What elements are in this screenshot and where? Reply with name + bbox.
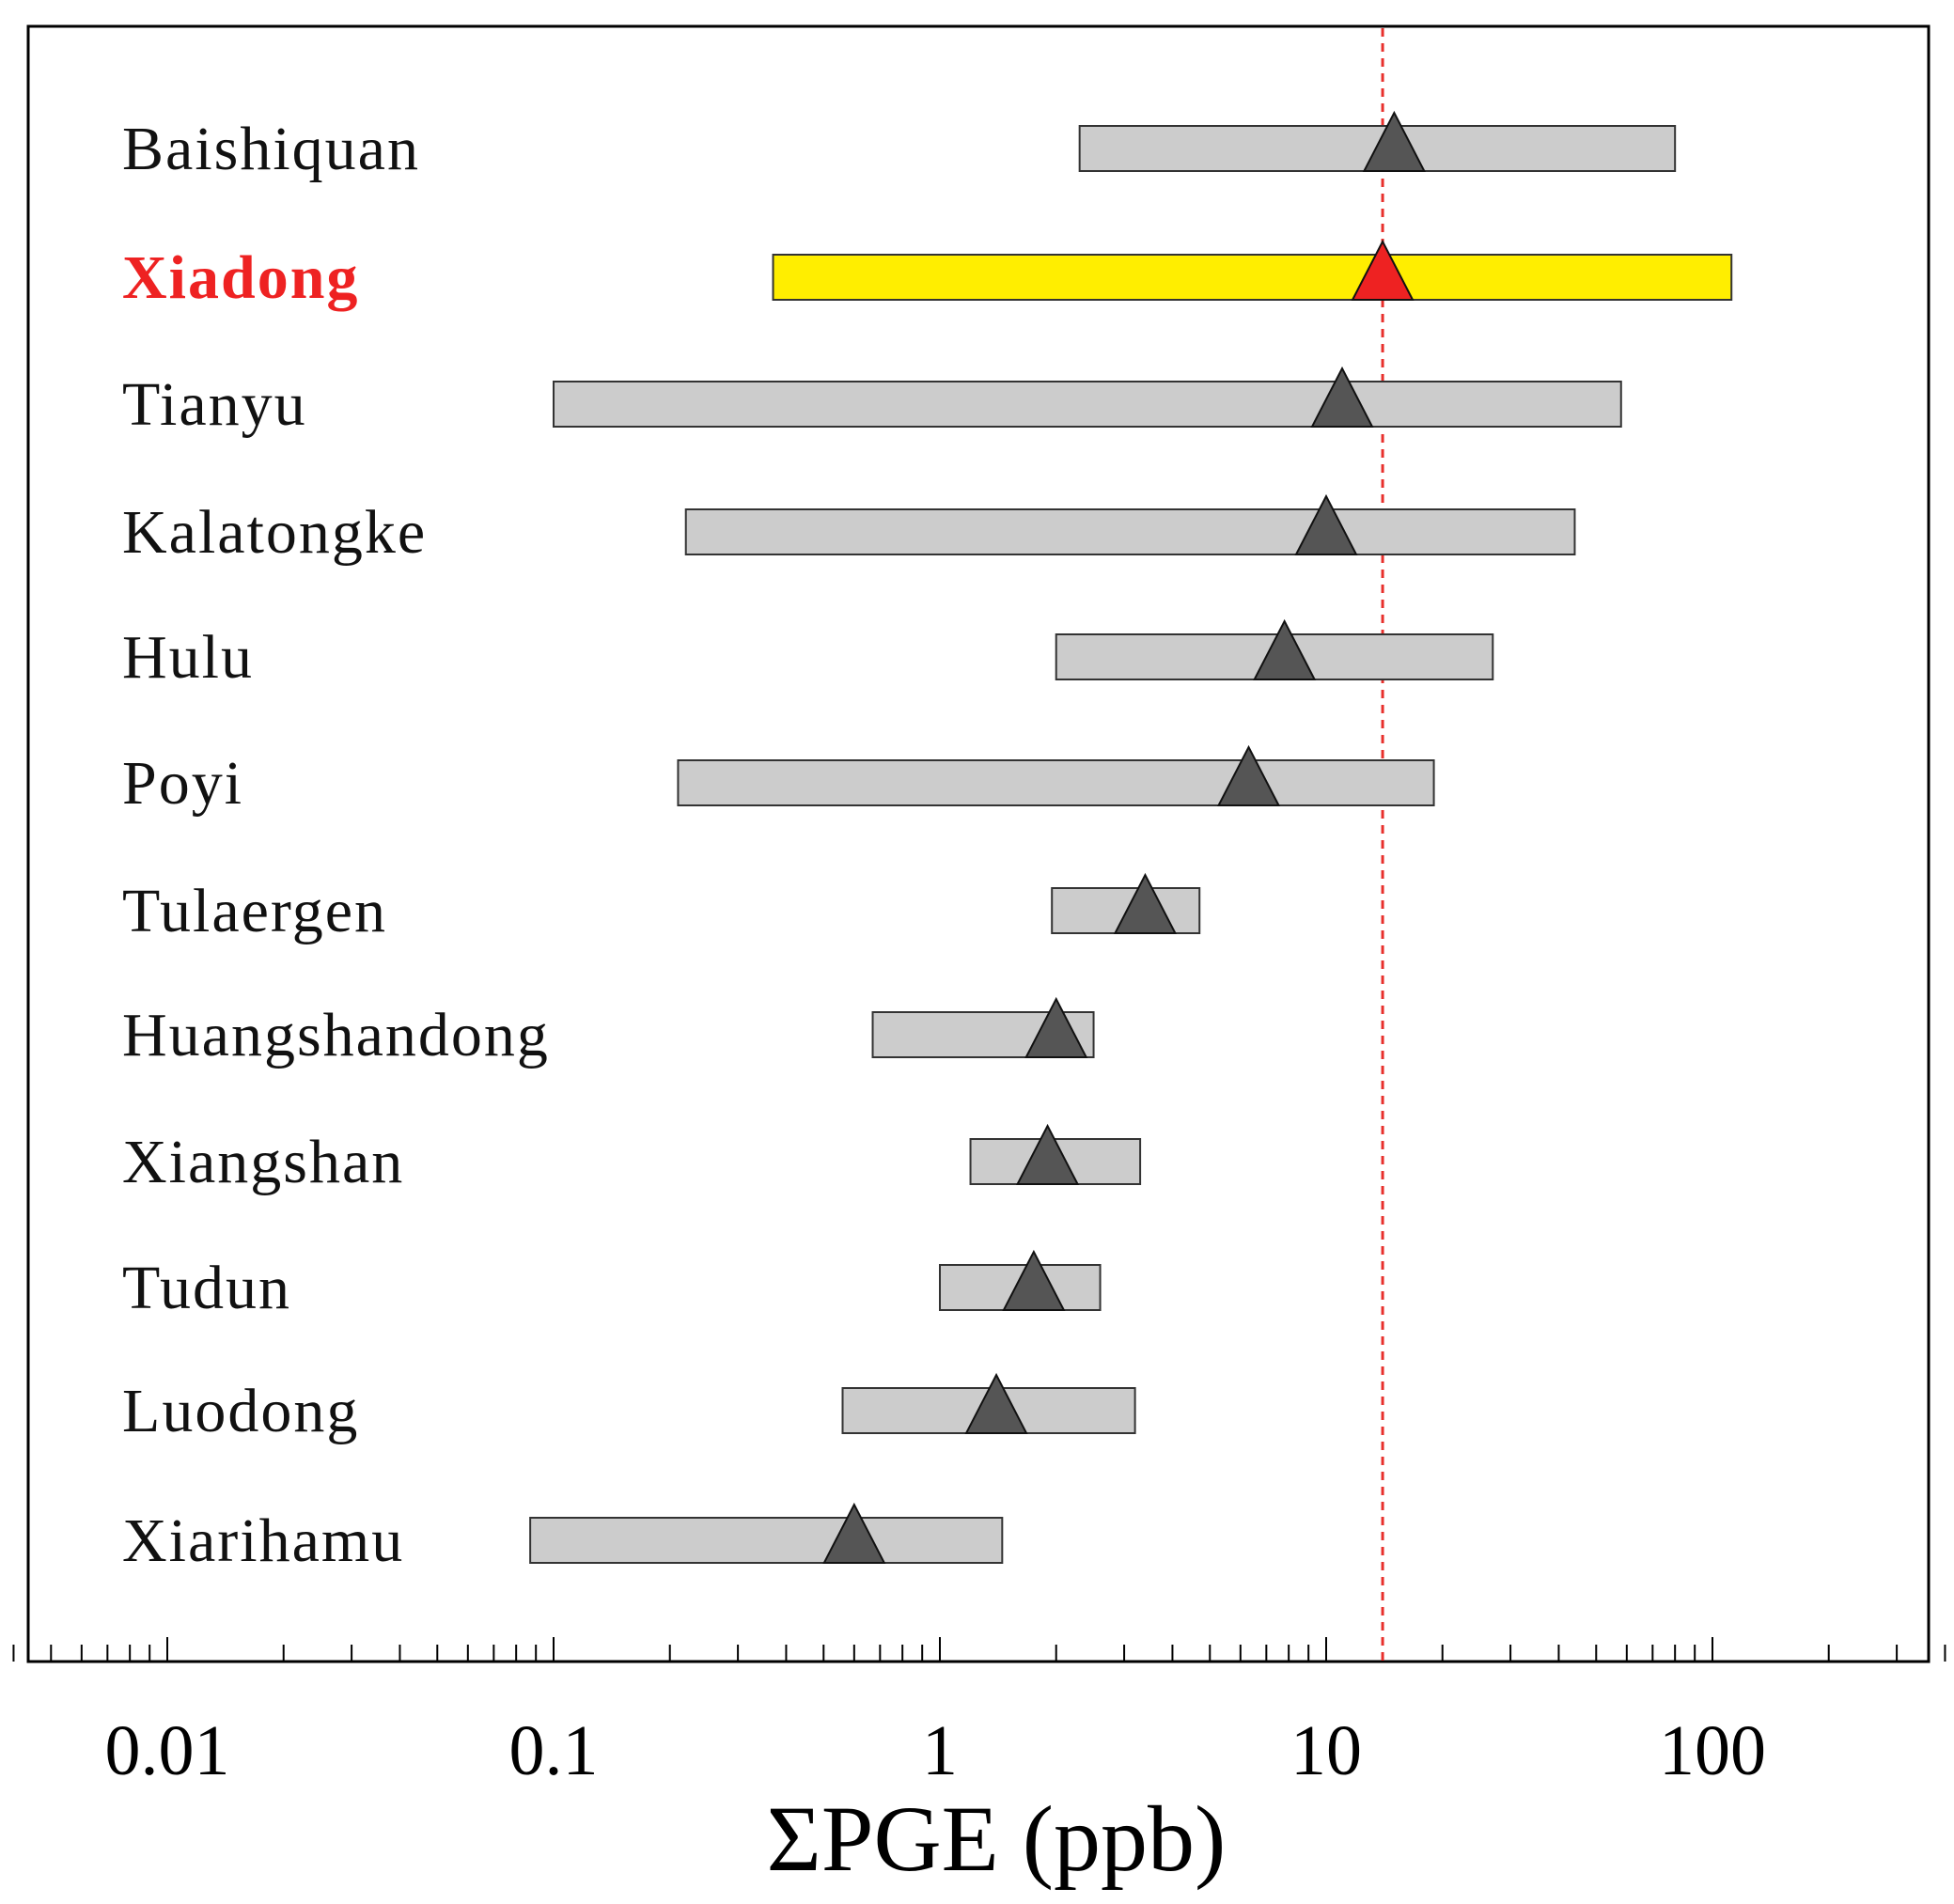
mean-marker-tianyu [1310, 366, 1374, 428]
deposit-label-poyi: Poyi [122, 749, 243, 818]
deposit-label-luodong: Luodong [122, 1377, 359, 1445]
tick-label: 100 [1659, 1711, 1766, 1790]
mean-marker-luodong [964, 1372, 1028, 1434]
mean-marker-xiangshan [1015, 1123, 1080, 1185]
mean-marker-hulu [1253, 618, 1317, 680]
deposit-label-xiadong: Xiadong [122, 243, 359, 312]
range-bar-xiadong [772, 254, 1733, 301]
mean-marker-poyi [1216, 744, 1281, 806]
deposit-label-tulaergen: Tulaergen [122, 877, 387, 945]
tick-label: 0.1 [509, 1711, 599, 1790]
tick-label: 10 [1290, 1711, 1362, 1790]
range-bar-kalatongke [684, 508, 1576, 555]
mean-marker-baishiquan [1362, 110, 1427, 172]
tick-label: 1 [922, 1711, 958, 1790]
deposit-label-baishiquan: Baishiquan [122, 115, 420, 183]
mean-marker-xiarihamu [822, 1502, 886, 1564]
range-bar-tianyu [553, 381, 1622, 428]
range-bar-xiarihamu [529, 1517, 1004, 1564]
deposit-label-xiarihamu: Xiarihamu [122, 1506, 404, 1575]
x-axis-label: ΣPGE (ppb) [767, 1787, 1227, 1891]
deposit-label-tudun: Tudun [122, 1254, 291, 1322]
deposit-label-kalatongke: Kalatongke [122, 498, 427, 567]
mean-marker-huangshandong [1024, 996, 1088, 1058]
mean-marker-kalatongke [1294, 493, 1358, 555]
mean-marker-tulaergen [1113, 872, 1178, 934]
tick-label: 0.01 [105, 1711, 230, 1790]
deposit-label-huangshandong: Huangshandong [122, 1001, 550, 1069]
mean-marker-tudun [1002, 1249, 1066, 1311]
range-bar-poyi [677, 759, 1435, 806]
deposit-label-tianyu: Tianyu [122, 370, 307, 439]
deposit-label-hulu: Hulu [122, 623, 254, 692]
mean-marker-xiadong [1351, 239, 1415, 301]
deposit-label-xiangshan: Xiangshan [122, 1128, 404, 1196]
